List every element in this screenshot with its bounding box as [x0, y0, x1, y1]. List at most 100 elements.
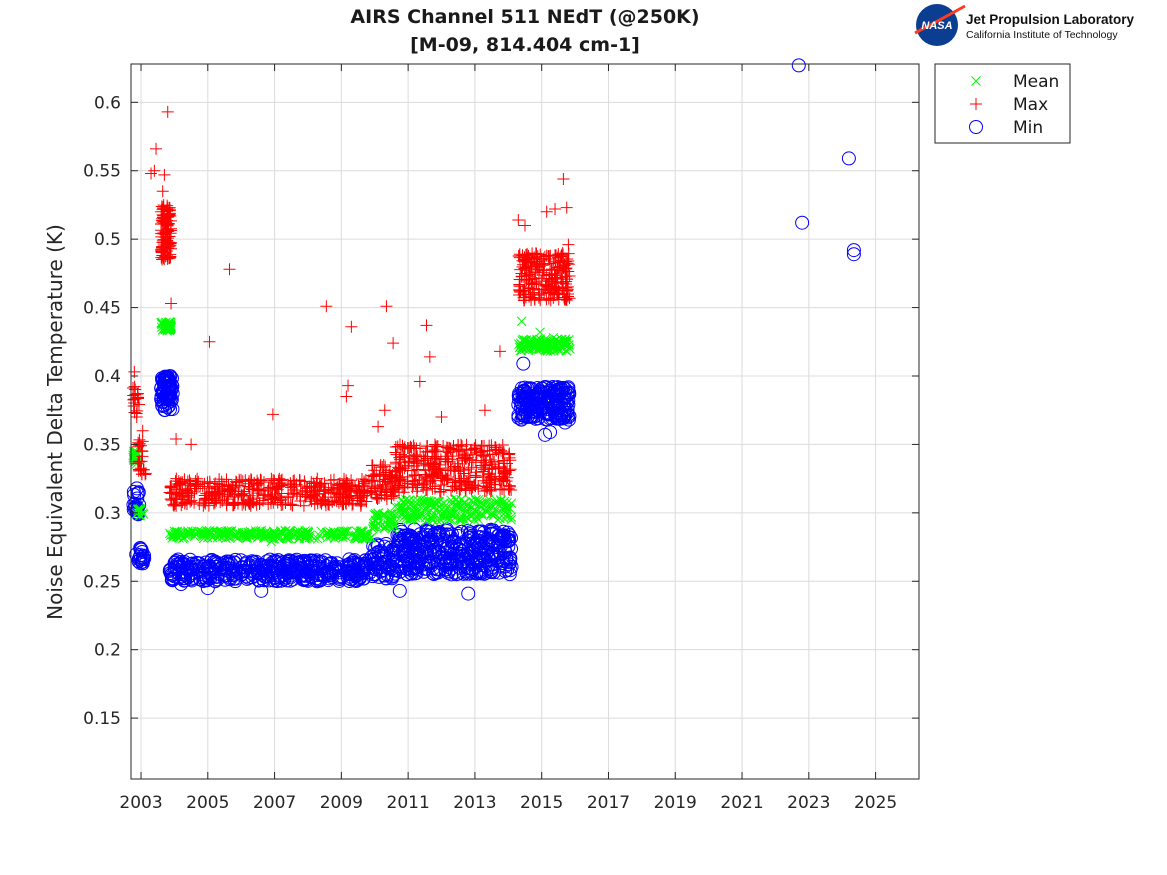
max-point — [207, 497, 220, 510]
mean-point — [257, 528, 268, 539]
max-point-outlier — [223, 263, 236, 276]
max-point — [216, 482, 229, 495]
max-point — [542, 273, 555, 286]
mean-point — [173, 531, 183, 542]
min-point — [376, 554, 391, 569]
max-point-outlier — [345, 320, 358, 333]
mean-point — [284, 533, 295, 544]
max-point — [478, 450, 491, 463]
legend[interactable]: Mean Max Min — [934, 63, 1071, 144]
jpl-logo: NASA Jet Propulsion Laboratory Californi… — [914, 4, 1135, 46]
max-point — [268, 474, 281, 487]
min-point — [426, 539, 441, 554]
min-point — [133, 548, 148, 563]
mean-point — [515, 341, 526, 352]
min-point — [220, 556, 235, 571]
min-point — [161, 381, 176, 396]
min-point — [502, 557, 517, 572]
max-point — [492, 460, 505, 473]
legend-item-mean[interactable]: Mean — [971, 72, 1060, 92]
max-point — [191, 472, 204, 485]
max-point-outlier — [413, 375, 426, 388]
max-point — [433, 458, 446, 471]
max-point — [174, 485, 187, 498]
max-point — [156, 249, 169, 262]
max-point — [525, 277, 538, 290]
mean-point — [259, 531, 270, 542]
max-point — [169, 492, 182, 505]
min-point — [407, 555, 422, 570]
max-point — [156, 203, 169, 216]
min-point — [198, 555, 213, 570]
min-point-outlier — [174, 577, 189, 591]
max-point-outlier — [540, 205, 553, 218]
max-point — [358, 477, 371, 490]
max-point — [164, 481, 177, 494]
x-tick-label: 2025 — [854, 793, 897, 813]
max-point — [374, 461, 387, 474]
max-point — [235, 489, 248, 502]
mean-point-outlier — [548, 332, 559, 343]
mean-point — [389, 519, 399, 529]
mean-point — [392, 509, 403, 520]
min-point — [272, 555, 287, 570]
max-point — [184, 477, 197, 490]
legend-item-min[interactable]: Min — [969, 118, 1044, 138]
max-point — [273, 472, 286, 485]
max-point-outlier — [266, 408, 279, 421]
max-point — [419, 468, 432, 481]
min-point — [305, 553, 320, 568]
mean-point — [253, 528, 264, 539]
max-point — [442, 455, 455, 468]
max-point — [531, 255, 544, 268]
max-point — [296, 485, 309, 498]
x-tick-label: 2019 — [654, 793, 697, 813]
max-point — [407, 439, 420, 452]
max-point — [469, 471, 482, 484]
max-point — [476, 461, 489, 474]
max-point — [391, 440, 404, 453]
max-point-outlier — [320, 300, 333, 313]
max-point — [426, 470, 439, 483]
mean-point — [347, 530, 358, 540]
max-point — [163, 209, 176, 222]
min-point — [209, 569, 224, 584]
max-point — [164, 492, 177, 505]
max-point — [368, 482, 381, 495]
y-tick-label: 0.15 — [83, 709, 121, 729]
legend-item-max[interactable]: Max — [970, 95, 1048, 115]
max-point — [516, 260, 529, 273]
max-point — [136, 435, 149, 448]
max-point — [519, 291, 532, 304]
min-point — [350, 566, 365, 581]
max-point — [478, 439, 491, 452]
max-point-outlier — [145, 167, 158, 180]
min-point — [523, 381, 538, 396]
max-point — [354, 499, 367, 512]
max-point — [266, 491, 279, 504]
max-point — [410, 457, 423, 470]
max-point — [235, 473, 248, 486]
mean-point — [304, 533, 315, 543]
mean-point — [418, 509, 428, 520]
max-point — [450, 481, 463, 494]
min-point — [300, 572, 315, 587]
mean-point — [556, 341, 567, 352]
min-point — [472, 525, 487, 540]
mean-point — [501, 501, 512, 512]
mean-point — [424, 499, 435, 510]
min-point — [503, 555, 518, 570]
max-point-outlier — [380, 300, 393, 313]
min-point — [524, 401, 539, 416]
max-point — [307, 489, 320, 502]
x-tick-label: 2009 — [320, 793, 363, 813]
mean-point — [277, 528, 288, 538]
max-point — [136, 445, 149, 458]
max-point — [247, 483, 260, 496]
min-point — [346, 555, 361, 570]
x-tick-label: 2023 — [787, 793, 830, 813]
max-point — [439, 452, 452, 465]
min-point-outlier — [254, 583, 269, 598]
y-tick-label: 0.2 — [94, 641, 121, 661]
max-point — [221, 493, 234, 506]
